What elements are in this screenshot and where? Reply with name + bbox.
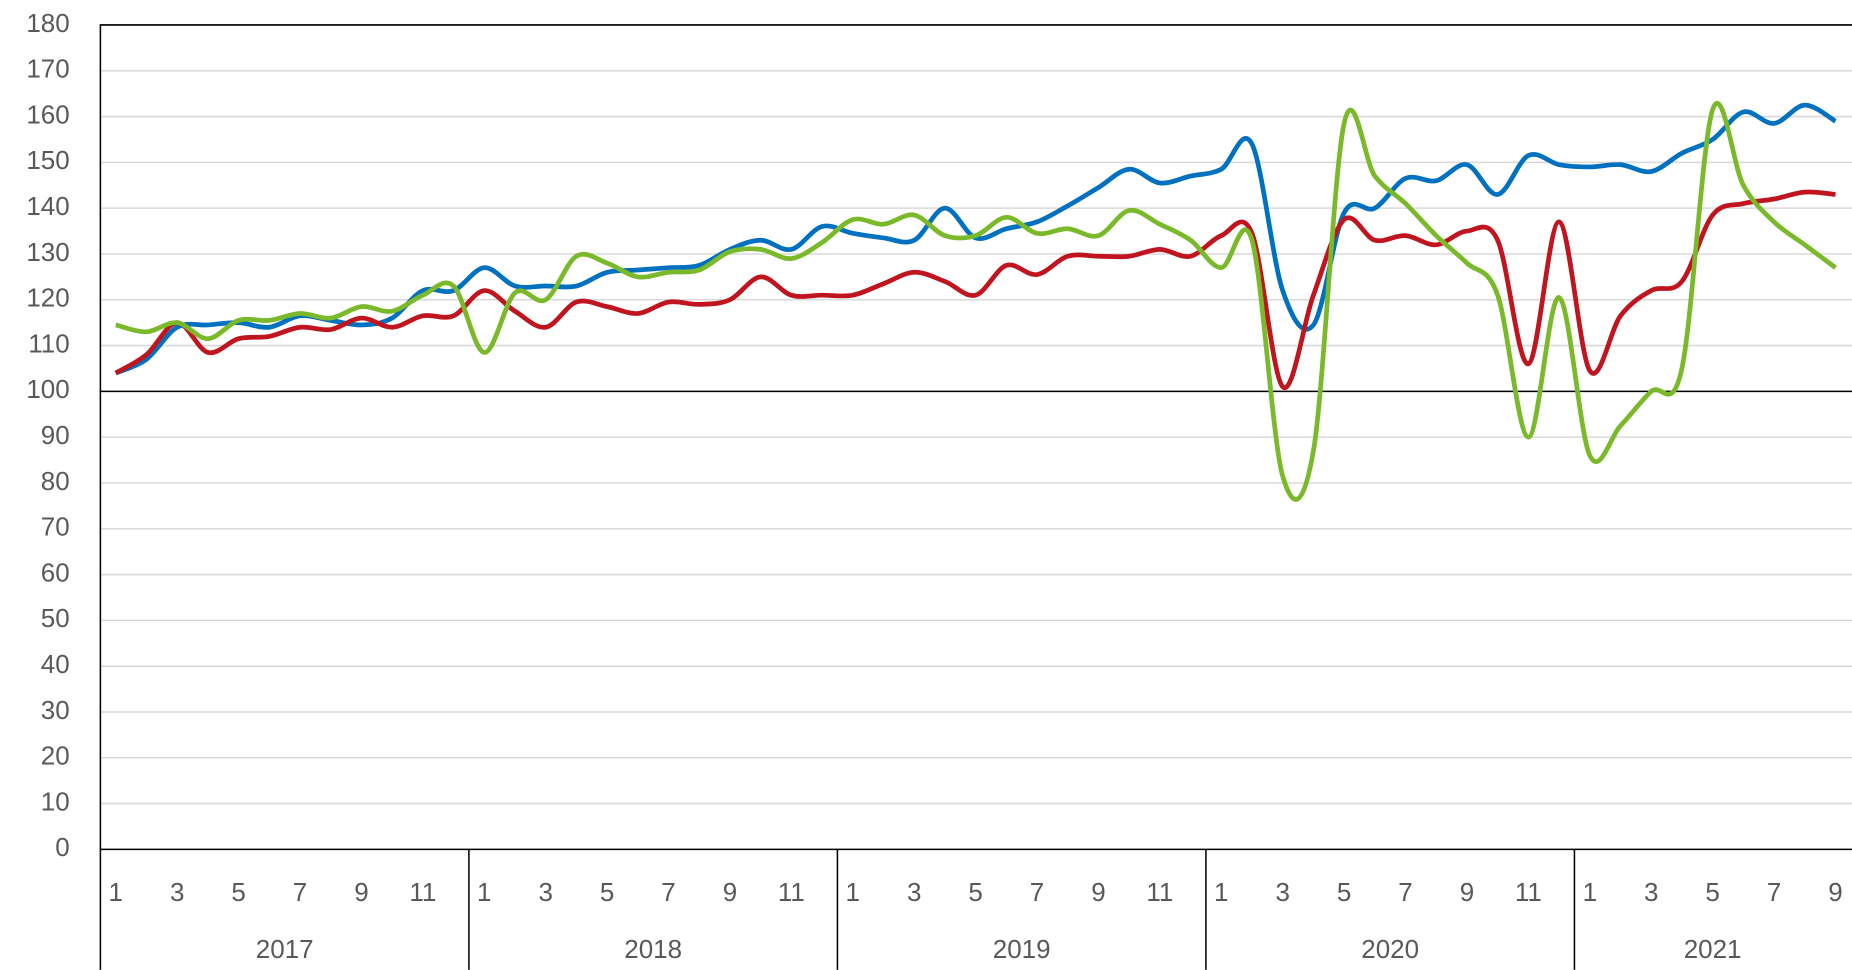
x-tick-label: 11: [1146, 877, 1173, 907]
y-tick-label: 100: [26, 374, 69, 404]
x-tick-label: 1: [477, 877, 491, 907]
x-tick-label: 9: [1460, 877, 1474, 907]
y-tick-label: 10: [41, 786, 70, 816]
y-tick-label: 70: [41, 512, 70, 542]
x-tick-label: 11: [778, 877, 805, 907]
x-tick-label: 3: [170, 877, 184, 907]
x-tick-label: 3: [538, 877, 552, 907]
x-tick-label: 5: [1705, 877, 1719, 907]
y-tick-label: 130: [26, 237, 69, 267]
x-group-label: 2020: [1361, 934, 1419, 964]
y-tick-label: 160: [26, 99, 69, 129]
x-tick-label: 7: [293, 877, 307, 907]
x-tick-label: 3: [1644, 877, 1658, 907]
y-tick-label: 50: [41, 603, 70, 633]
x-tick-label: 9: [723, 877, 737, 907]
x-tick-label: 11: [1515, 877, 1542, 907]
y-tick-label: 140: [26, 191, 69, 221]
x-tick-label: 7: [1398, 877, 1412, 907]
x-group-label: 2017: [256, 934, 314, 964]
y-tick-label: 170: [26, 54, 69, 84]
x-group-label: 2018: [624, 934, 682, 964]
x-group-label: 2019: [993, 934, 1051, 964]
x-tick-label: 7: [1767, 877, 1781, 907]
y-tick-label: 0: [55, 832, 69, 862]
y-tick-label: 90: [41, 420, 70, 450]
x-tick-label: 11: [409, 877, 436, 907]
x-tick-label: 3: [907, 877, 921, 907]
x-tick-label: 9: [1828, 877, 1842, 907]
x-tick-label: 1: [1583, 877, 1597, 907]
x-tick-label: 7: [1030, 877, 1044, 907]
y-tick-label: 120: [26, 283, 69, 313]
plot-frame: [99, 24, 1852, 850]
x-tick-label: 5: [1337, 877, 1351, 907]
y-tick-label: 80: [41, 466, 70, 496]
series-line: [114, 102, 1837, 376]
y-tick-label: 60: [41, 557, 70, 587]
series-line: [115, 101, 1837, 502]
y-tick-label: 40: [41, 649, 70, 679]
x-tick-label: 7: [661, 877, 675, 907]
y-tick-label: 110: [28, 328, 69, 358]
x-tick-label: 5: [968, 877, 982, 907]
y-tick-label: 20: [41, 741, 70, 771]
x-tick-label: 5: [231, 877, 245, 907]
x-tick-label: 1: [1214, 877, 1228, 907]
series-line: [114, 189, 1836, 390]
y-tick-label: 150: [26, 145, 69, 175]
y-tick-label: 180: [26, 8, 69, 38]
x-tick-label: 1: [846, 877, 860, 907]
x-tick-label: 5: [600, 877, 614, 907]
x-tick-label: 3: [1275, 877, 1289, 907]
y-tick-label: 30: [41, 695, 70, 725]
x-tick-label: 9: [1091, 877, 1105, 907]
x-tick-label: 9: [354, 877, 368, 907]
x-group-label: 2021: [1684, 934, 1742, 964]
x-tick-label: 1: [109, 877, 123, 907]
